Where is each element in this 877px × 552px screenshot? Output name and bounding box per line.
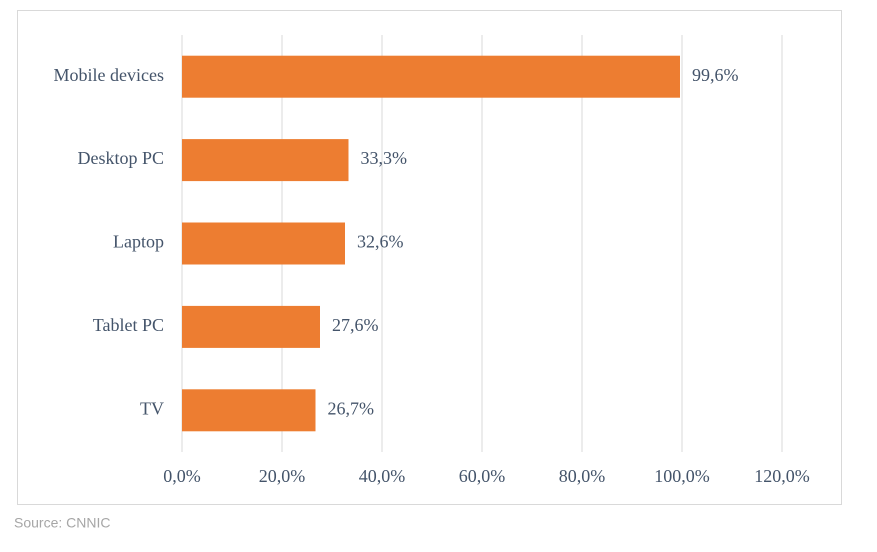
x-tick-label: 40,0% <box>359 466 406 486</box>
x-tick-label: 80,0% <box>559 466 606 486</box>
bar <box>182 55 680 98</box>
bar <box>182 222 345 265</box>
x-tick-label: 100,0% <box>654 466 710 486</box>
data-label: 27,6% <box>332 315 379 335</box>
data-label: 99,6% <box>692 65 739 85</box>
x-tick-label: 0,0% <box>163 466 201 486</box>
data-label: 32,6% <box>357 232 404 252</box>
x-tick-label: 60,0% <box>459 466 506 486</box>
data-label: 26,7% <box>328 398 375 418</box>
x-tick-label: 120,0% <box>754 466 810 486</box>
y-tick-label: Tablet PC <box>93 315 164 335</box>
data-label: 33,3% <box>361 148 408 168</box>
y-tick-label: TV <box>140 398 164 418</box>
bar <box>182 139 349 182</box>
y-tick-label: Desktop PC <box>77 148 164 168</box>
bar <box>182 305 320 348</box>
y-tick-label: Mobile devices <box>54 65 164 85</box>
source-note: Source: CNNIC <box>14 515 110 531</box>
y-tick-label: Laptop <box>113 232 164 252</box>
bar <box>182 389 316 432</box>
x-tick-label: 20,0% <box>259 466 306 486</box>
